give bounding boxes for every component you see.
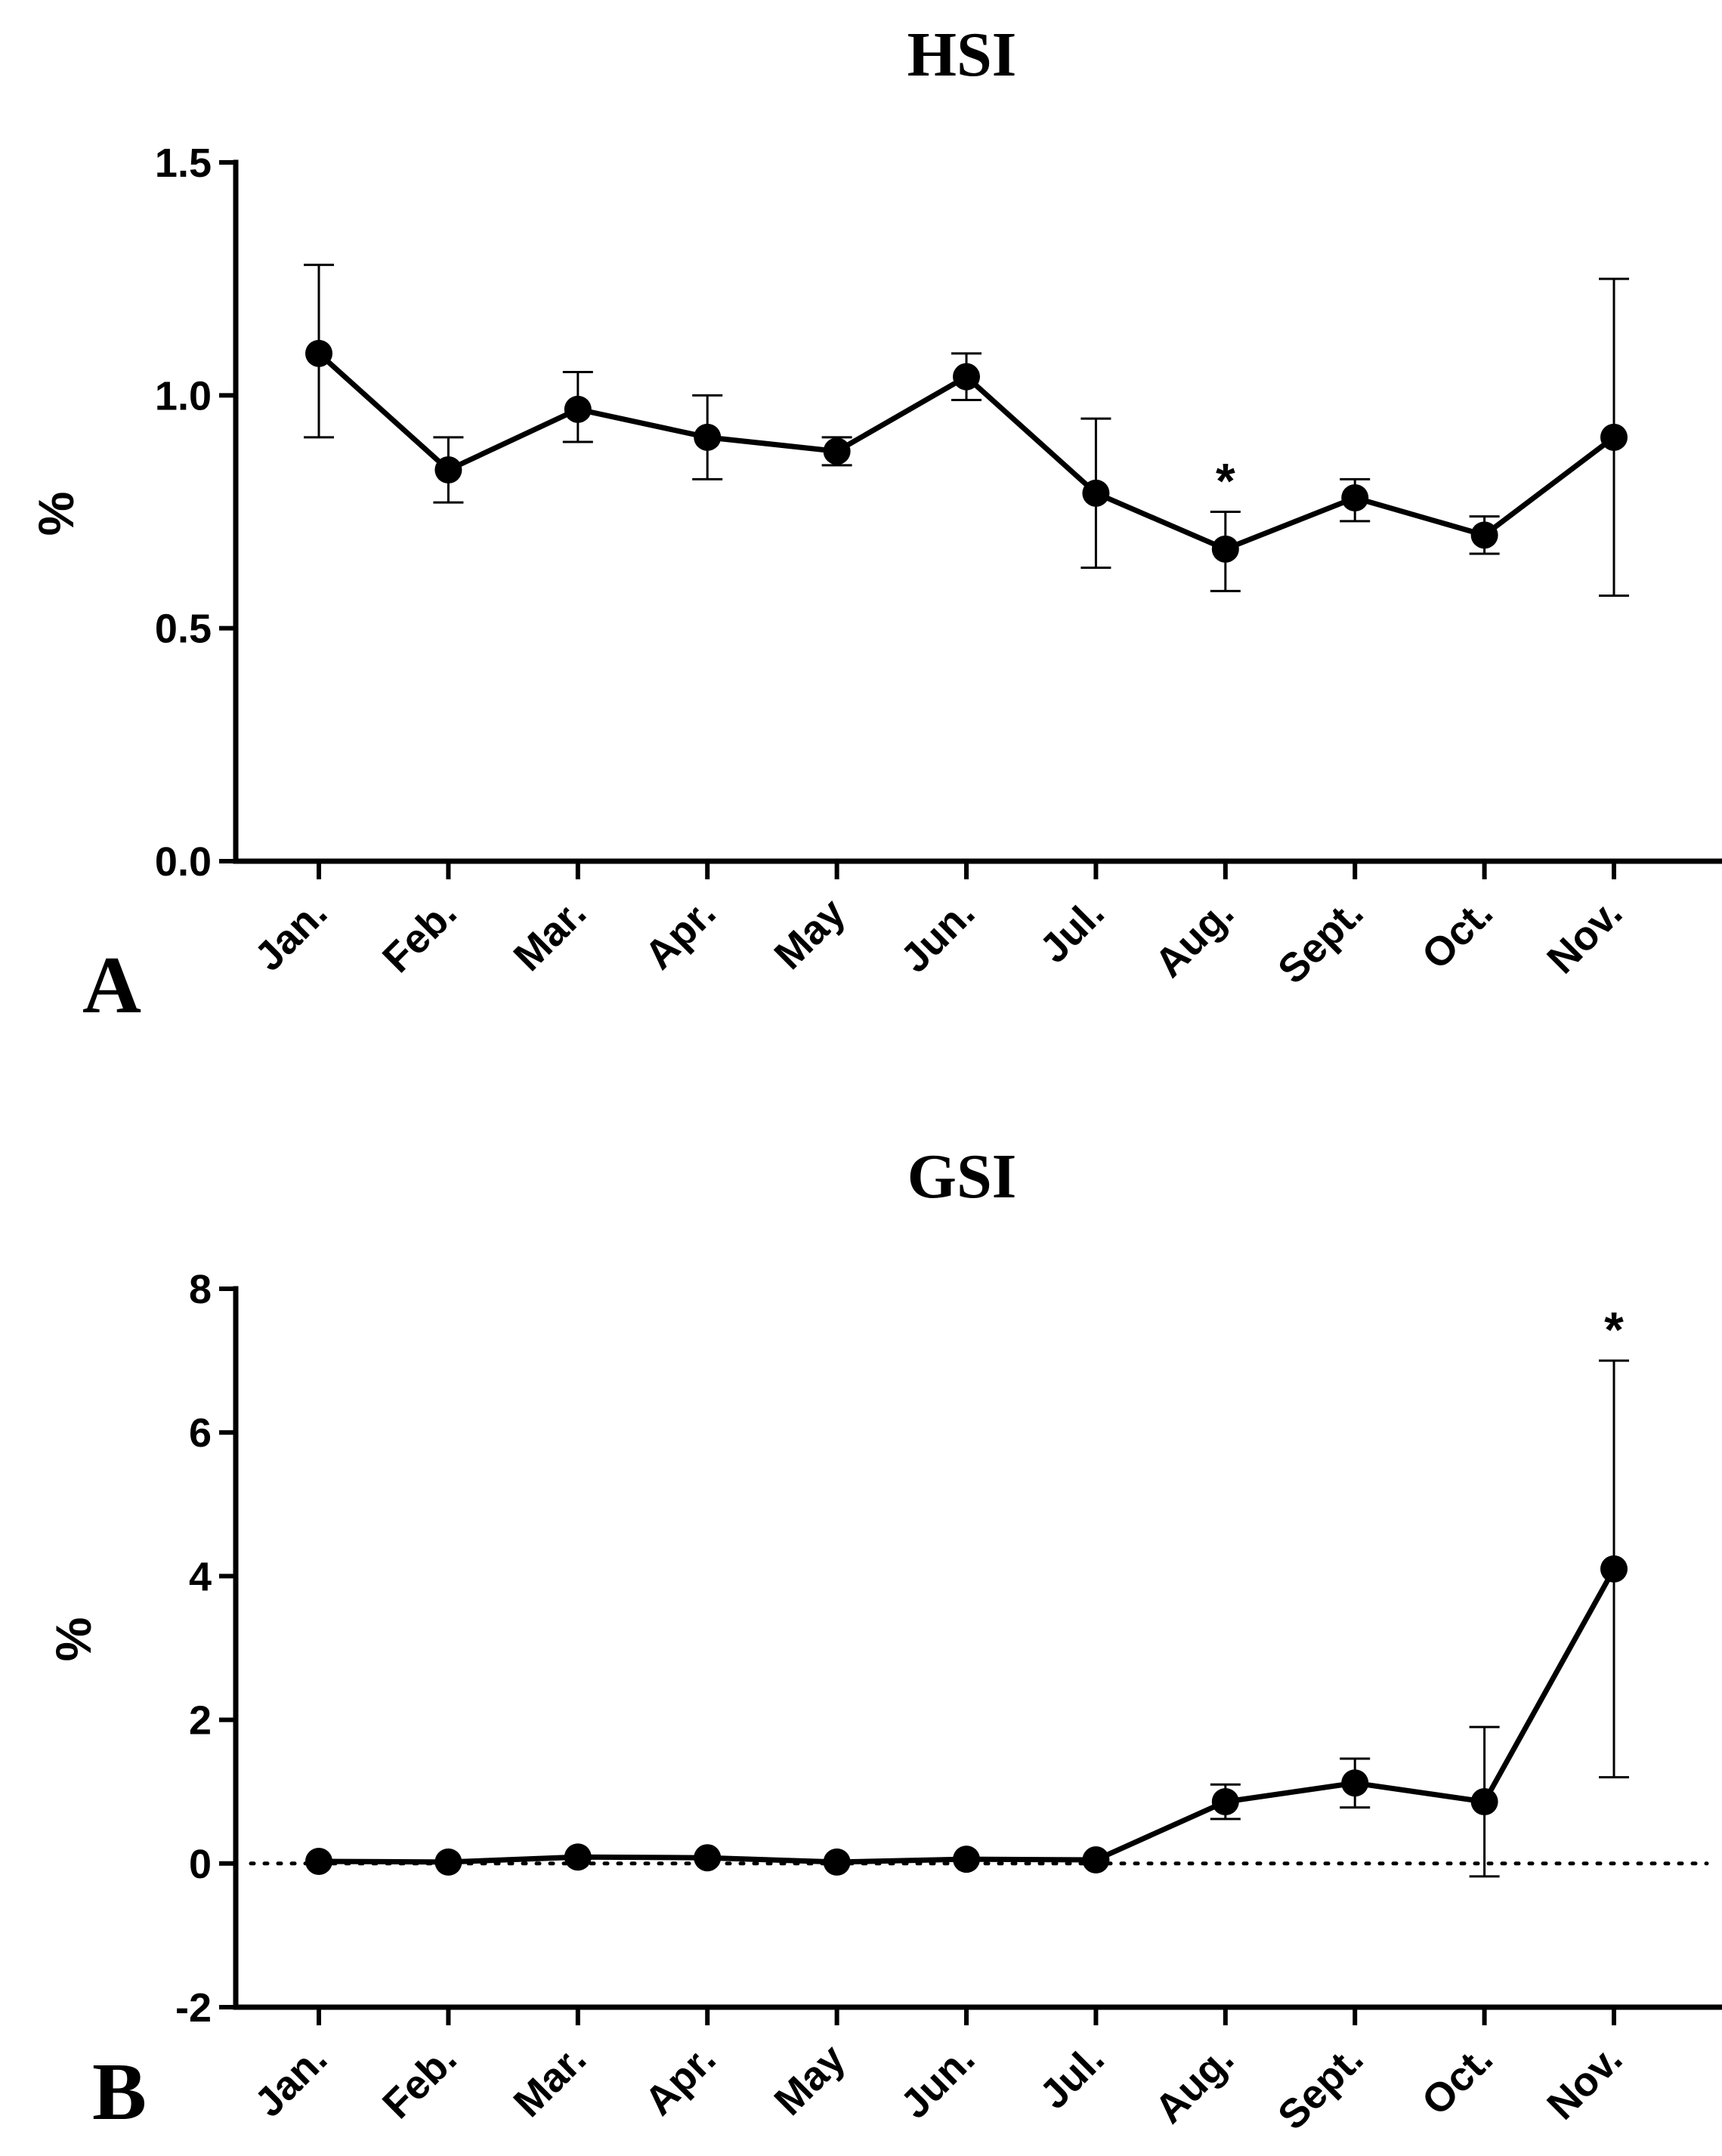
x-tick-label: Mar. — [505, 890, 595, 980]
y-tick-label: 1.0 — [155, 373, 212, 419]
y-tick-label: 6 — [189, 1410, 212, 1456]
y-tick-label: 4 — [189, 1554, 212, 1599]
data-point — [305, 339, 332, 367]
x-tick-label: May — [765, 890, 854, 978]
data-point — [1600, 1555, 1628, 1583]
data-point — [1082, 479, 1110, 507]
x-tick-label: Aug. — [1146, 2036, 1242, 2132]
y-tick-label: 8 — [189, 1267, 212, 1312]
data-point — [694, 1844, 722, 1872]
series-line — [318, 1568, 1617, 1865]
data-point — [1341, 484, 1369, 511]
data-point — [305, 1847, 332, 1875]
data-point — [953, 1846, 980, 1873]
data-point — [1470, 1788, 1498, 1816]
chart-panel-B: GSI B% -2 0 2 4 6 8 Jan. Feb. Mar. Apr. May Jun. Jul. A… — [45, 1141, 1722, 2139]
data-point — [434, 456, 462, 483]
data-point — [1082, 1846, 1110, 1874]
x-tick-label: Mar. — [505, 2036, 595, 2126]
x-tick-label: Apr. — [636, 890, 725, 978]
x-tick-label: Jun. — [892, 2036, 984, 2127]
x-tick-label: Jun. — [892, 890, 984, 981]
x-tick-label: Jan. — [246, 890, 336, 980]
x-tick-label: Nov. — [1538, 890, 1631, 982]
data-point — [1211, 1788, 1239, 1816]
panel-label: B — [92, 2047, 147, 2137]
x-tick-label: Feb. — [374, 890, 465, 981]
data-point — [1211, 535, 1239, 563]
data-point — [823, 1848, 851, 1876]
x-tick-label: Nov. — [1538, 2036, 1631, 2128]
y-axis-label: % — [45, 1617, 101, 1662]
x-tick-label: Oct. — [1413, 2036, 1501, 2124]
data-point — [434, 1848, 462, 1876]
data-point — [564, 395, 592, 423]
x-tick-label: Feb. — [374, 2036, 465, 2127]
data-point — [823, 437, 851, 465]
y-axis-label: % — [28, 492, 84, 536]
data-point — [1600, 423, 1628, 451]
y-tick-label: -2 — [175, 1985, 212, 2031]
x-tick-label: Aug. — [1146, 890, 1242, 986]
data-point — [953, 363, 980, 391]
y-tick-label: 2 — [189, 1698, 212, 1744]
x-tick-label: May — [765, 2036, 854, 2124]
x-tick-label: Jul. — [1031, 890, 1113, 971]
x-tick-label: Apr. — [636, 2036, 725, 2124]
chart-title: HSI — [907, 20, 1017, 90]
panel-label: A — [82, 941, 141, 1030]
y-tick-label: 0 — [189, 1842, 212, 1887]
x-tick-label: Jul. — [1031, 2036, 1113, 2117]
y-tick-label: 0.0 — [155, 839, 212, 885]
data-point — [1470, 521, 1498, 549]
significance-marker: * — [1604, 1302, 1624, 1358]
significance-marker: * — [1216, 453, 1235, 509]
data-point — [1341, 1769, 1369, 1797]
x-tick-label: Sept. — [1269, 890, 1372, 993]
data-point — [694, 423, 722, 451]
x-tick-label: Jan. — [246, 2036, 336, 2126]
data-point — [564, 1843, 592, 1871]
x-tick-label: Sept. — [1269, 2036, 1372, 2139]
y-tick-label: 1.5 — [155, 141, 212, 186]
chart-panel-A: HSI A% 0.0 0.5 1.0 1.5 Jan. Feb. Mar. Apr. May Jun.… — [28, 20, 1722, 1030]
chart-title: GSI — [907, 1141, 1017, 1212]
y-tick-label: 0.5 — [155, 607, 212, 652]
x-tick-label: Oct. — [1413, 890, 1501, 978]
